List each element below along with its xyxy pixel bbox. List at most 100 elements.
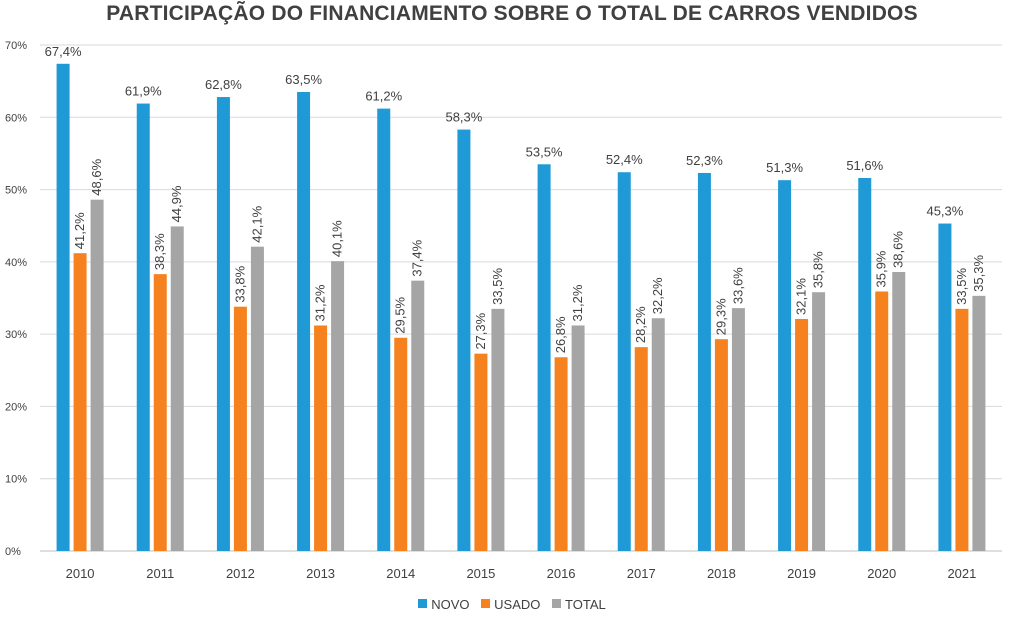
y-tick-label: 20%: [5, 401, 27, 413]
legend: NOVO USADO TOTAL: [0, 596, 1024, 612]
data-label-total: 33,5%: [490, 268, 505, 305]
data-label-total: 35,8%: [811, 251, 826, 288]
bar-total-2010: [90, 199, 104, 552]
bar-total-2011: [170, 226, 184, 552]
bar-chart: 0% 10% 20% 30% 40% 50% 60% 70% 2010 2011 2012 2013 2…: [5, 40, 1002, 581]
bar-novo-2011: [136, 103, 150, 552]
data-label-novo: 45,3%: [926, 204, 963, 219]
data-label-novo: 63,5%: [285, 72, 322, 87]
legend-label-usado: USADO: [494, 597, 541, 613]
y-tick-label: 50%: [5, 185, 27, 197]
data-label-total: 37,4%: [410, 239, 425, 276]
data-label-novo: 51,3%: [766, 160, 803, 175]
bar-usado-2017: [634, 347, 648, 551]
bar-total-2015: [491, 308, 505, 551]
data-label-total: 33,6%: [730, 267, 745, 304]
x-tick-label: 2016: [547, 566, 576, 581]
data-label-total: 42,1%: [249, 205, 264, 242]
bar-usado-2019: [795, 318, 809, 551]
x-tick-label: 2012: [226, 566, 255, 581]
legend-item-novo: NOVO: [418, 596, 470, 613]
bar-usado-2012: [233, 306, 247, 551]
legend-label-novo: NOVO: [431, 597, 470, 613]
data-label-total: 44,9%: [169, 185, 184, 222]
bar-novo-2016: [537, 164, 551, 551]
data-label-usado: 32,1%: [794, 278, 809, 315]
data-label-total: 35,3%: [971, 255, 986, 292]
bar-usado-2021: [955, 308, 969, 551]
data-label-novo: 52,4%: [606, 152, 643, 167]
bar-total-2021: [972, 295, 986, 551]
bar-total-2016: [571, 325, 585, 551]
data-label-usado: 31,2%: [313, 284, 328, 321]
bar-novo-2019: [778, 180, 792, 551]
data-label-usado: 26,8%: [553, 316, 568, 353]
y-tick-label: 60%: [5, 112, 27, 124]
data-label-usado: 33,8%: [232, 265, 247, 302]
bar-novo-2018: [697, 172, 711, 551]
data-label-usado: 38,3%: [152, 233, 167, 270]
data-label-usado: 29,3%: [713, 298, 728, 335]
legend-swatch-total: [552, 599, 562, 609]
data-label-usado: 28,2%: [633, 306, 648, 343]
bar-total-2013: [331, 261, 345, 551]
bar-usado-2013: [314, 325, 328, 551]
data-label-total: 48,6%: [89, 158, 104, 195]
x-tick-label: 2020: [867, 566, 896, 581]
chart-title: PARTICIPAÇÃO DO FINANCIAMENTO SOBRE O TO…: [106, 2, 918, 25]
bar-total-2014: [411, 280, 425, 551]
data-label-total: 38,6%: [891, 231, 906, 268]
legend-swatch-usado: [481, 599, 491, 609]
bar-usado-2010: [73, 253, 87, 551]
bar-total-2017: [651, 318, 665, 551]
data-label-novo: 58,3%: [445, 110, 482, 125]
y-tick-label: 70%: [5, 40, 27, 52]
bar-usado-2020: [875, 291, 889, 551]
data-label-usado: 41,2%: [72, 212, 87, 249]
bar-usado-2015: [474, 353, 488, 551]
x-tick-label: 2011: [146, 566, 174, 581]
x-tick-label: 2013: [306, 566, 335, 581]
data-label-novo: 51,6%: [846, 158, 883, 173]
x-tick-label: 2017: [627, 566, 656, 581]
bar-total-2018: [731, 308, 745, 551]
bar-total-2012: [250, 246, 264, 552]
x-tick-label: 2014: [386, 566, 415, 581]
data-label-usado: 29,5%: [393, 296, 408, 333]
legend-item-total: TOTAL: [552, 596, 606, 612]
bar-novo-2017: [617, 172, 631, 552]
data-label-novo: 61,9%: [125, 84, 162, 99]
bar-total-2020: [892, 271, 906, 551]
data-labels: 67,4% 41,2% 48,6% 61,9% 38,3%44,9% 62,8% 33,8%…: [45, 44, 986, 353]
data-label-novo: 52,3%: [686, 153, 723, 168]
data-label-novo: 67,4%: [45, 44, 82, 59]
axes: 0% 10% 20% 30% 40% 50% 60% 70% 2010 2011 2012 2013 2…: [5, 40, 976, 581]
bar-novo-2012: [216, 97, 230, 551]
bar-novo-2015: [457, 129, 471, 551]
legend-swatch-novo: [418, 599, 428, 609]
bar-novo-2014: [377, 108, 391, 552]
y-tick-label: 0%: [5, 546, 21, 558]
data-label-total: 32,2%: [650, 277, 665, 314]
data-label-novo: 53,5%: [526, 144, 563, 159]
x-tick-label: 2015: [466, 566, 495, 581]
x-tick-label: 2021: [947, 566, 976, 581]
bar-usado-2018: [714, 339, 728, 551]
bar-total-2019: [812, 292, 826, 551]
x-tick-label: 2019: [787, 566, 816, 581]
legend-item-usado: USADO: [481, 596, 540, 612]
data-label-total: 40,1%: [330, 220, 345, 257]
bar-usado-2016: [554, 357, 568, 551]
bars: [56, 63, 986, 552]
data-label-novo: 61,2%: [365, 89, 402, 104]
legend-label-total: TOTAL: [565, 597, 606, 613]
data-label-usado: 33,5%: [954, 268, 969, 305]
data-label-usado: 27,3%: [473, 312, 488, 349]
data-label-novo: 62,8%: [205, 77, 242, 92]
y-tick-label: 30%: [5, 329, 27, 341]
y-tick-label: 40%: [5, 257, 27, 269]
bar-novo-2010: [56, 63, 70, 552]
x-tick-label: 2018: [707, 566, 736, 581]
bar-novo-2013: [297, 91, 311, 551]
bar-usado-2011: [153, 274, 167, 551]
